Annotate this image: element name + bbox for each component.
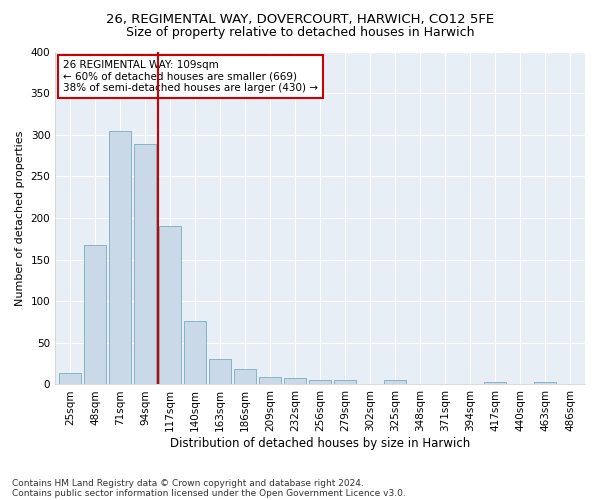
Bar: [209, 358, 232, 384]
Bar: [59, 373, 82, 384]
Bar: [534, 382, 556, 384]
Bar: [184, 321, 206, 384]
Text: Contains public sector information licensed under the Open Government Licence v3: Contains public sector information licen…: [12, 488, 406, 498]
Text: Size of property relative to detached houses in Harwich: Size of property relative to detached ho…: [126, 26, 474, 39]
X-axis label: Distribution of detached houses by size in Harwich: Distribution of detached houses by size …: [170, 437, 470, 450]
Text: 26 REGIMENTAL WAY: 109sqm
← 60% of detached houses are smaller (669)
38% of semi: 26 REGIMENTAL WAY: 109sqm ← 60% of detac…: [63, 60, 318, 93]
Bar: [284, 378, 307, 384]
Bar: [484, 382, 506, 384]
Text: Contains HM Land Registry data © Crown copyright and database right 2024.: Contains HM Land Registry data © Crown c…: [12, 478, 364, 488]
Bar: [259, 377, 281, 384]
Bar: [134, 144, 157, 384]
Bar: [309, 380, 331, 384]
Text: 26, REGIMENTAL WAY, DOVERCOURT, HARWICH, CO12 5FE: 26, REGIMENTAL WAY, DOVERCOURT, HARWICH,…: [106, 12, 494, 26]
Bar: [159, 226, 181, 384]
Bar: [384, 380, 406, 384]
Bar: [84, 246, 106, 384]
Bar: [334, 380, 356, 384]
Y-axis label: Number of detached properties: Number of detached properties: [15, 130, 25, 306]
Bar: [109, 130, 131, 384]
Bar: [234, 370, 256, 384]
